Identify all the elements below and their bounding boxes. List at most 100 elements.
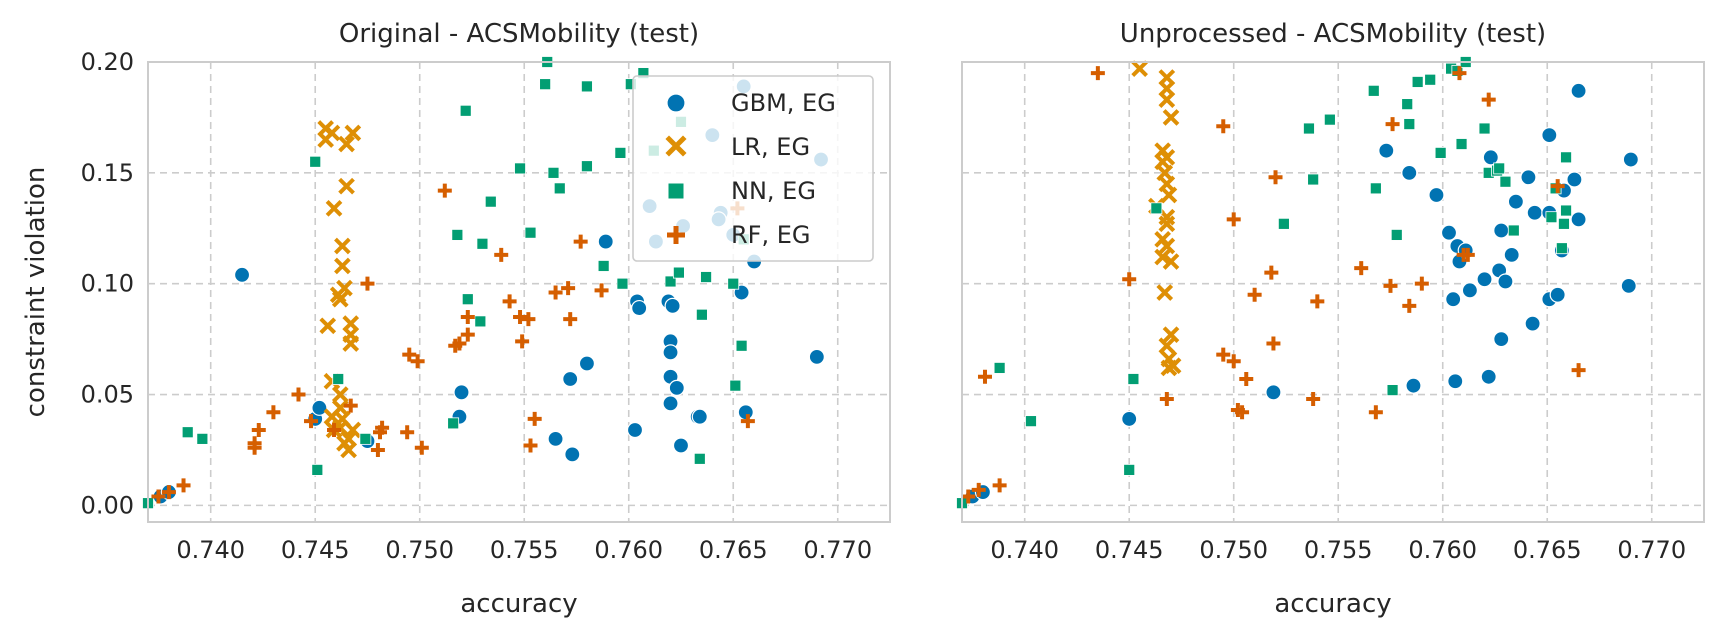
gbm-point [691, 408, 708, 425]
nn-point [1403, 118, 1416, 130]
rf-point [961, 489, 976, 504]
rf-point [400, 425, 415, 440]
lr-point [1156, 284, 1174, 301]
nn-point [1401, 98, 1414, 111]
nn-point [1545, 211, 1558, 224]
legend-label-nn: NN, EG [731, 177, 816, 205]
rf-point [594, 283, 609, 298]
gbm-point [1405, 377, 1422, 394]
rf-point [291, 387, 306, 402]
rf-point [523, 438, 538, 453]
y-tick-label: 0.05 [81, 381, 134, 409]
lr-point [342, 315, 360, 332]
nn-point [514, 162, 526, 175]
x-tick-label: 0.740 [990, 536, 1059, 564]
rf-point [1354, 261, 1369, 276]
nn-point [1549, 182, 1562, 195]
gbm-point [1428, 186, 1445, 204]
nn-point [1123, 464, 1136, 476]
rf-point [1402, 298, 1417, 313]
rf-point [563, 312, 578, 327]
legend-marker-nn [667, 182, 685, 200]
rf-point [1368, 405, 1383, 420]
nn-point [539, 78, 552, 91]
nn-point [476, 237, 489, 250]
nn-point [332, 373, 345, 385]
rf-point [561, 281, 576, 296]
gbm-point [1549, 286, 1566, 303]
nn-point [359, 432, 372, 445]
legend-label-lr: LR, EG [731, 133, 810, 161]
nn-point [1555, 242, 1568, 255]
nn-point [993, 362, 1006, 374]
nn-point [1307, 173, 1320, 186]
panel-unprocessed: 0.740 0.745 0.750 0.755 0.760 0.765 0.770 Unpr… [956, 19, 1705, 619]
lr-point [334, 410, 351, 428]
nn-point [1424, 73, 1437, 86]
nn-point [1451, 64, 1464, 77]
rf-point [1216, 119, 1231, 134]
gbm-point [1401, 164, 1418, 181]
nn-point [735, 339, 748, 352]
gbm-point [1507, 193, 1524, 210]
lr-point [323, 124, 341, 142]
rf-point [1090, 66, 1105, 81]
gbm-point [664, 297, 681, 314]
legend-marker-lr [665, 135, 687, 157]
rf-point [515, 334, 530, 349]
gbm-point [662, 395, 679, 412]
grid-lines [962, 61, 1704, 522]
gbm-point [233, 266, 251, 283]
gbm-point [1440, 224, 1458, 241]
data-points [956, 56, 1639, 510]
lr-point [1164, 357, 1182, 375]
nn-point [1411, 76, 1424, 88]
gbm-point [564, 446, 581, 463]
rf-point [375, 420, 390, 435]
lr-point [338, 177, 355, 195]
lr-point [1158, 91, 1176, 109]
nn-point [1493, 162, 1506, 175]
legend-label-rf: RF, EG [731, 221, 811, 249]
nn-point [1434, 146, 1447, 159]
x-tick-label: 0.760 [594, 536, 663, 564]
rf-point [1264, 265, 1279, 280]
rf-point [1452, 66, 1467, 81]
rf-point [437, 183, 452, 198]
rf-point [527, 411, 542, 426]
gbm-point [1493, 331, 1510, 348]
rf-point [1385, 117, 1400, 132]
legend-label-gbm: GBM, EG [731, 89, 836, 117]
rf-point [247, 440, 262, 455]
plot-frame [961, 61, 1705, 523]
tick-labels: 0.740 0.745 0.750 0.755 0.760 0.765 0.770 [990, 536, 1686, 564]
rf-point [521, 312, 536, 327]
x-tick-label: 0.770 [1617, 536, 1686, 564]
gbm-point [737, 404, 754, 421]
lr-point [1158, 148, 1176, 166]
nn-point [1390, 229, 1403, 241]
rf-point [251, 423, 266, 437]
lr-point [1158, 69, 1176, 86]
nn-point [1507, 224, 1520, 237]
nn-point [553, 182, 566, 195]
lr-point [344, 421, 362, 439]
panel-title: Original - ACSMobility (test) [339, 19, 699, 49]
lr-point [344, 124, 362, 142]
nn-point [695, 308, 708, 321]
y-tick-label: 0.20 [81, 48, 134, 76]
rf-point [370, 442, 385, 457]
rf-point [1226, 212, 1241, 227]
nn-point [447, 417, 460, 430]
gbm-point [311, 399, 328, 416]
rf-point [740, 414, 755, 429]
nn-point [524, 226, 537, 239]
y-tick-label: 0.10 [81, 270, 134, 298]
nn-point [1560, 204, 1572, 217]
plot-frame [147, 61, 891, 523]
rf-point [1268, 170, 1283, 185]
rf-point [327, 423, 342, 437]
gbm-point [578, 355, 596, 372]
nn-point [311, 464, 324, 476]
x-tick-label: 0.765 [1513, 536, 1582, 564]
